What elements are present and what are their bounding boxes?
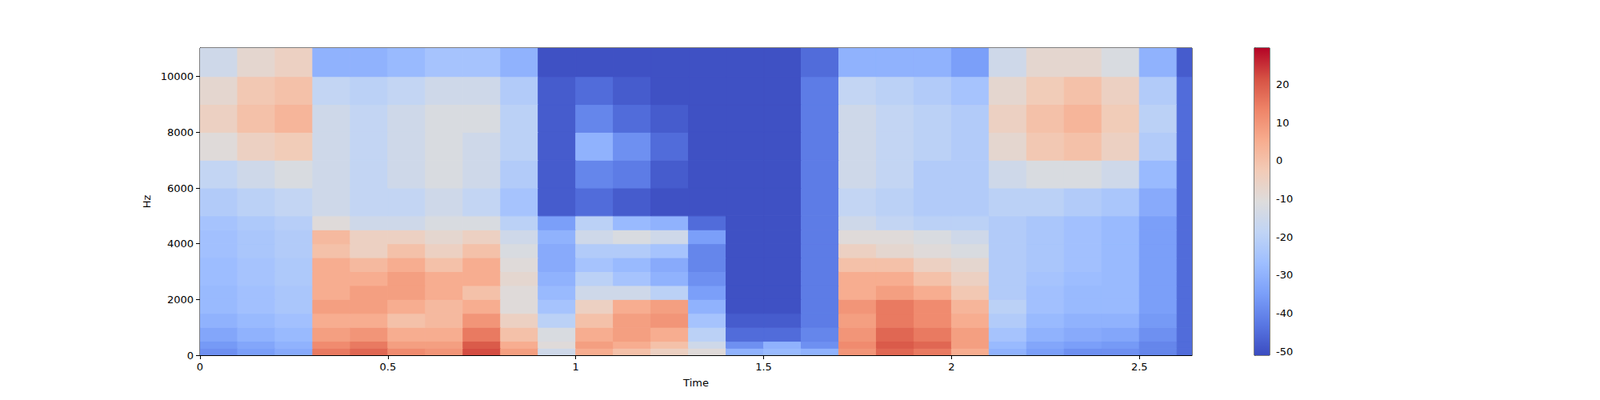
svg-text:1.5: 1.5 [755,360,772,373]
svg-text:2: 2 [948,360,955,373]
svg-text:4000: 4000 [167,237,194,250]
svg-text:6000: 6000 [167,182,194,195]
svg-text:-30: -30 [1276,268,1293,281]
svg-text:Hz: Hz [140,195,153,209]
svg-text:0.5: 0.5 [380,360,397,373]
svg-text:10000: 10000 [160,70,194,83]
svg-text:2.5: 2.5 [1131,360,1148,373]
svg-text:0: 0 [187,349,194,362]
svg-text:8000: 8000 [167,126,194,139]
svg-text:20: 20 [1276,78,1290,91]
svg-text:-40: -40 [1276,307,1293,320]
svg-text:-20: -20 [1276,231,1293,244]
svg-text:1: 1 [572,360,580,373]
svg-text:0: 0 [196,360,204,373]
svg-text:10: 10 [1276,116,1290,129]
svg-text:-10: -10 [1276,192,1293,205]
svg-text:-50: -50 [1276,345,1293,358]
svg-text:2000: 2000 [167,293,194,306]
svg-text:Time: Time [682,376,709,389]
svg-text:0: 0 [1276,154,1283,167]
